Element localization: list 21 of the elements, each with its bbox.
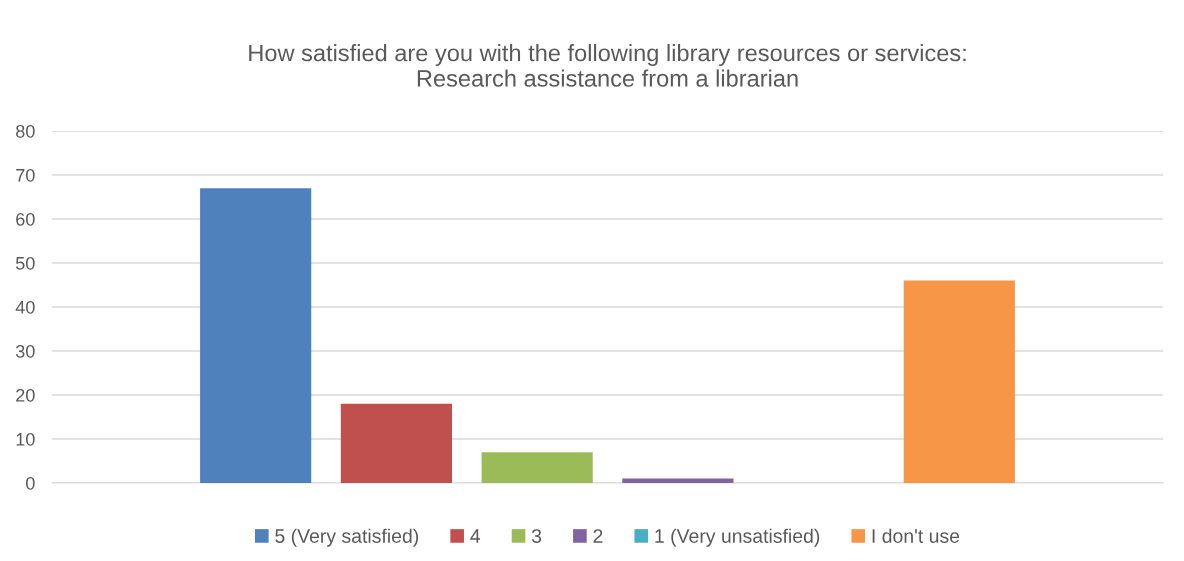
- legend-label: 5 (Very satisfied): [275, 528, 419, 547]
- y-tick-label: 50: [15, 256, 35, 270]
- y-tick-label: 40: [15, 300, 35, 314]
- y-tick-label: 30: [15, 344, 35, 358]
- y-tick-label: 70: [16, 168, 35, 182]
- y-tick-label: 0: [26, 476, 35, 490]
- bar: [622, 478, 734, 483]
- chart-title: How satisfied are you with the following library resources or services: Research assistance from a librarian: [249, 44, 966, 87]
- legend-label: 2: [593, 529, 603, 543]
- bar: [903, 280, 1015, 483]
- y-tick-label: 10: [16, 432, 35, 446]
- bar: [481, 452, 593, 483]
- bar: [340, 403, 452, 483]
- bar: [200, 188, 312, 483]
- legend-label: 1 (Very unsatisfied): [655, 528, 820, 547]
- y-tick-label: 60: [16, 212, 35, 226]
- legend-label: 3: [531, 529, 542, 543]
- legend-label: 4: [470, 529, 481, 543]
- legend-label: I don't use: [872, 528, 960, 543]
- y-tick-label: 20: [16, 388, 35, 402]
- y-tick-label: 80: [16, 124, 35, 138]
